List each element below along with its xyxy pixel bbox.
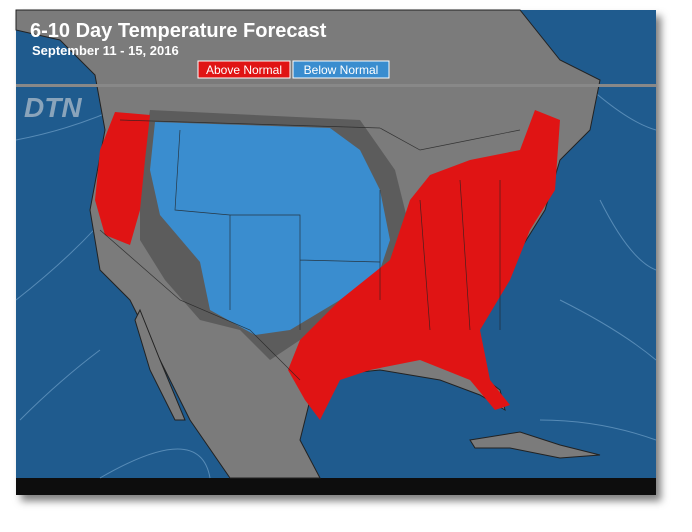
legend-swatch xyxy=(292,60,390,79)
borders xyxy=(99,119,521,381)
logo: DTN xyxy=(24,92,82,123)
subtitle: September 11 - 15, 2016 xyxy=(32,43,179,58)
above-normal-west xyxy=(95,112,150,245)
cuba xyxy=(469,431,601,459)
legend-swatch xyxy=(197,60,291,79)
header-rule xyxy=(16,84,656,87)
legend-label: Below Normal xyxy=(304,63,379,77)
legend-label: Above Normal xyxy=(206,63,282,77)
below-normal-area xyxy=(150,122,390,335)
title: 6-10 Day Temperature Forecast xyxy=(30,20,327,42)
baja xyxy=(134,308,186,421)
above-normal-east xyxy=(288,110,560,420)
